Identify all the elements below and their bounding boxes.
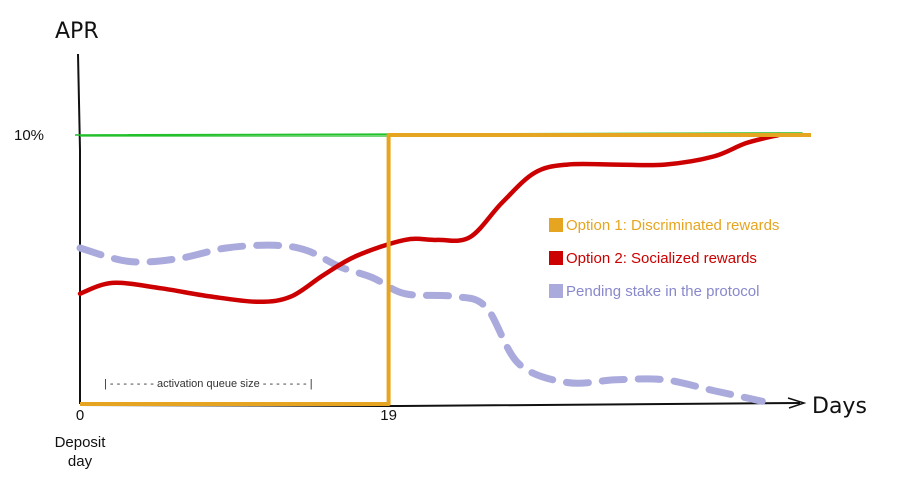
series-line-2 — [76, 241, 766, 405]
y-tick-label-0: 10% — [14, 127, 44, 144]
y-tick-group: 10% — [14, 127, 44, 144]
legend-swatch-2 — [549, 284, 563, 298]
legend-label-2: Pending stake in the protocol — [566, 283, 759, 300]
legend-swatch-1 — [549, 251, 563, 265]
legend: Option 1: Discriminated rewards Option 2:… — [549, 217, 779, 300]
x-axis-title: Days — [812, 394, 867, 419]
x-tick-label-1: 19 — [380, 407, 397, 424]
legend-label-0: Option 1: Discriminated rewards — [566, 217, 779, 234]
x-tick-label-0: 0 — [76, 407, 84, 424]
legend-swatch-0 — [549, 218, 563, 232]
activation-queue-annotation: | - - - - - - - activation queue size - … — [104, 378, 313, 390]
legend-label-1: Option 2: Socialized rewards — [566, 250, 757, 267]
x-axis-arrowhead — [787, 397, 807, 409]
series-layer — [76, 132, 811, 406]
series-line-0 — [80, 133, 811, 406]
x-tick-sublabel-0: Deposit day — [55, 434, 107, 470]
x-tick-group: 0 Deposit day 19 — [55, 407, 397, 470]
y-axis-title: APR — [55, 19, 99, 44]
series-line-1 — [77, 132, 781, 305]
y-axis-line — [77, 53, 81, 404]
